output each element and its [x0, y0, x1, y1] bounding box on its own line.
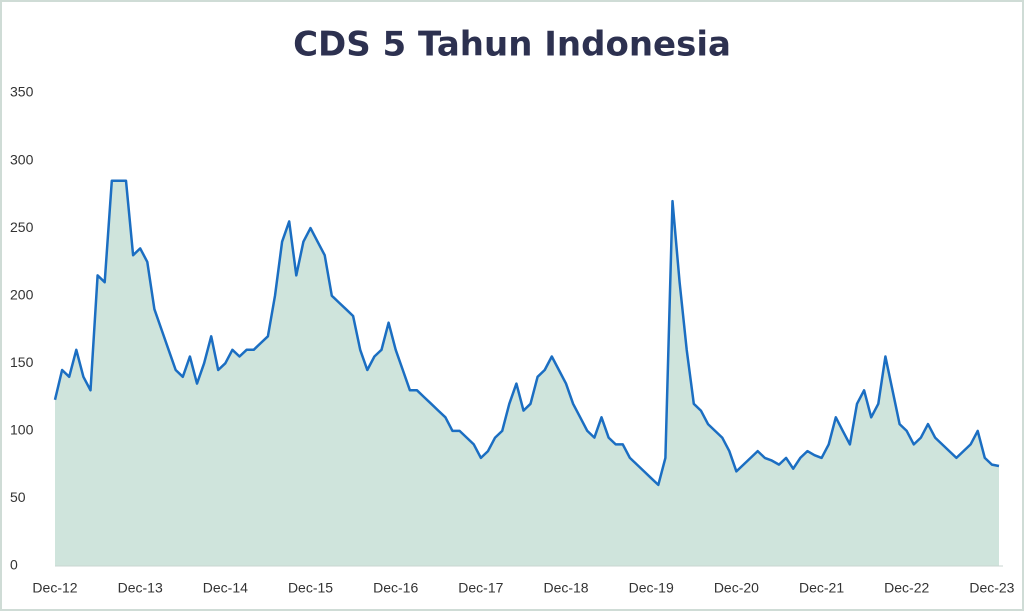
- x-tick-label: Dec-15: [288, 580, 333, 596]
- x-tick-label: Dec-14: [203, 580, 248, 596]
- x-tick-label: Dec-20: [714, 580, 759, 596]
- x-tick-label: Dec-23: [969, 580, 1014, 596]
- y-tick-label: 200: [10, 286, 34, 302]
- y-tick-label: 250: [10, 219, 34, 235]
- y-tick-label: 100: [10, 422, 34, 438]
- y-tick-label: 50: [10, 489, 26, 505]
- chart-title: CDS 5 Tahun Indonesia: [293, 25, 731, 65]
- x-tick-label: Dec-17: [458, 580, 503, 596]
- y-tick-label: 300: [10, 151, 34, 167]
- x-tick-label: Dec-13: [118, 580, 163, 596]
- x-tick-label: Dec-21: [799, 580, 844, 596]
- x-tick-label: Dec-16: [373, 580, 418, 596]
- x-tick-label: Dec-18: [543, 580, 588, 596]
- y-tick-label: 350: [10, 84, 34, 100]
- area-fill: [55, 180, 999, 567]
- x-tick-label: Dec-12: [32, 580, 77, 596]
- line: [53, 179, 1000, 487]
- x-tick-label: Dec-22: [884, 580, 929, 596]
- y-tick-label: 0: [10, 557, 18, 573]
- x-tick-label: Dec-19: [629, 580, 674, 596]
- y-tick-label: 150: [10, 354, 34, 370]
